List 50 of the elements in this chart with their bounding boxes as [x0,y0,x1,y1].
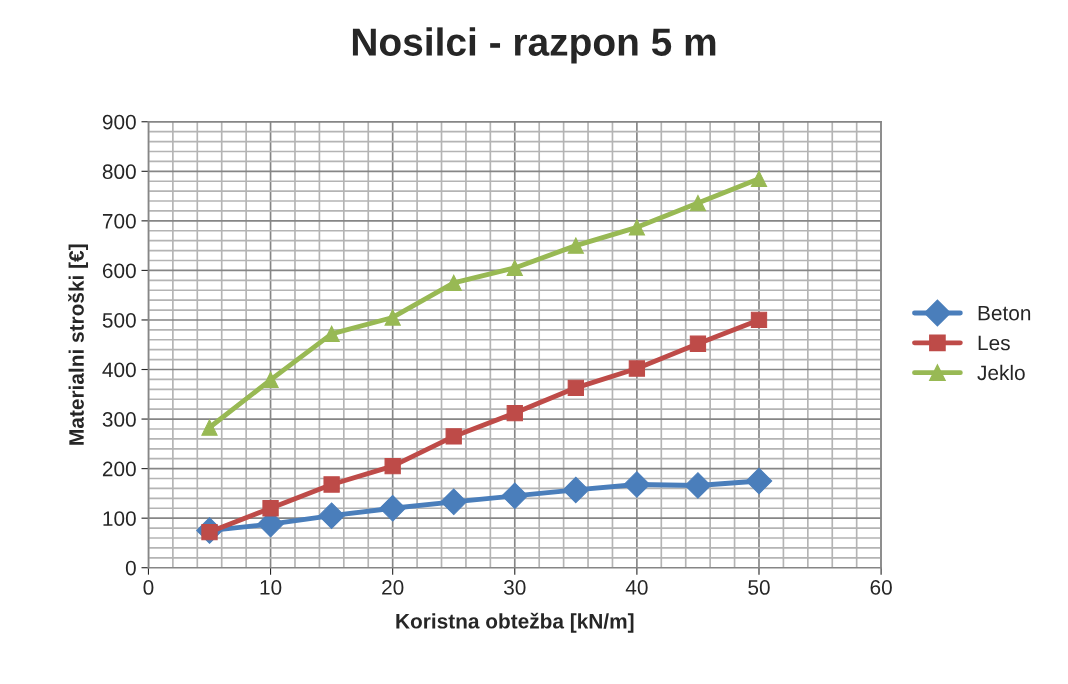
y-axis-title: Materialni stroški [€] [68,244,88,445]
x-tick-label: 10 [260,580,282,595]
point [506,404,523,422]
point [445,428,462,445]
point [501,482,529,510]
point [201,419,218,436]
point [379,494,406,522]
point [562,476,590,504]
y-tick-label: 800 [102,164,136,180]
x-axis-title: Koristna obtežba [kN/m] [396,612,634,633]
y-tick-label: 500 [102,312,136,328]
legend-label: Jeklo [977,364,1025,381]
point [684,472,712,499]
y-tick-label: 400 [102,362,136,378]
point [506,259,523,277]
point [567,237,584,254]
point [689,194,707,212]
x-tick-label: 20 [382,580,404,595]
point [628,360,646,377]
point [262,371,279,389]
y-tick-label: 700 [102,213,136,229]
point [750,170,768,187]
point [323,476,340,493]
point [384,309,401,326]
point [628,219,646,236]
x-tick-label: 30 [503,580,526,595]
x-tick-label: 0 [143,580,154,595]
point [262,500,279,517]
point [567,379,584,396]
point [440,488,468,516]
y-tick-label: 900 [102,114,136,130]
chart-title: Nosilci - razpon 5 m [352,27,716,64]
y-tick-label: 600 [102,263,136,279]
point [323,325,340,342]
x-tick-label: 60 [870,580,892,595]
y-tick-label: 300 [102,412,136,427]
legend-label: Les [978,335,1010,351]
point [623,471,651,498]
point [384,457,401,475]
y-tick-label: 200 [102,461,136,477]
x-tick-label: 40 [625,580,648,595]
legend-label: Beton [978,305,1031,321]
point [745,467,773,495]
point [318,502,345,529]
x-tick-label: 50 [748,580,770,595]
point [750,311,768,329]
y-tick-label: 100 [103,511,136,526]
y-tick-label: 0 [125,560,136,576]
point [445,274,462,291]
point [689,335,707,352]
